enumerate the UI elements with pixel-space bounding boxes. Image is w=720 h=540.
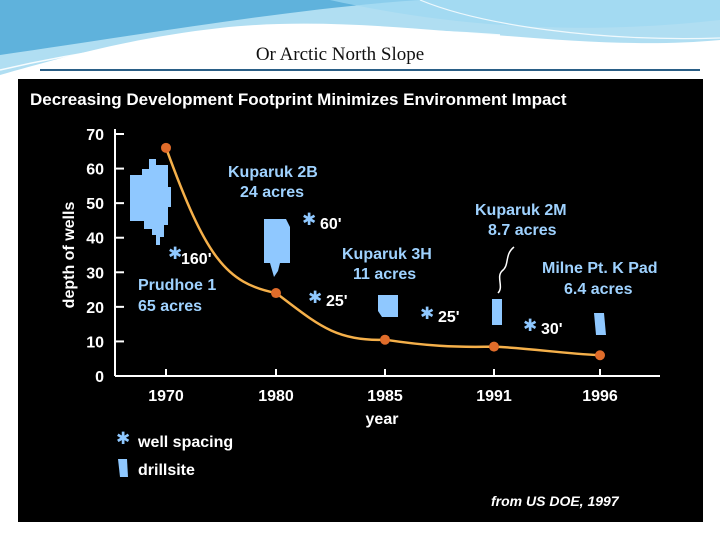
label-kuparuk-3h: Kuparuk 3H 11 acres ✱ 25' xyxy=(308,246,432,310)
kuparuk-3h-name: Kuparuk 3H xyxy=(342,246,432,263)
data-point xyxy=(271,288,281,299)
x-tick-label: 1991 xyxy=(476,388,512,405)
y-tick-group: 0 10 20 30 40 50 60 70 xyxy=(86,127,124,386)
label-prudhoe-1: ✱ 160' Prudhoe 1 65 acres xyxy=(138,244,216,315)
legend-drillsite-label: drillsite xyxy=(138,462,195,479)
x-tick-label: 1985 xyxy=(367,388,403,405)
title-divider xyxy=(40,69,700,71)
drillsite-milne-pt-shape xyxy=(594,313,606,335)
kuparuk-2m-area: 8.7 acres xyxy=(488,222,557,239)
well-spacing-star-icon: ✱ xyxy=(420,304,434,324)
x-axis-label: year xyxy=(366,411,399,428)
legend-well-spacing-label: well spacing xyxy=(137,434,233,451)
data-point-group xyxy=(161,142,605,361)
y-tick-label: 0 xyxy=(95,369,104,386)
kuparuk-3h-area: 11 acres xyxy=(353,266,416,283)
y-tick-label: 60 xyxy=(86,162,104,179)
legend-well-spacing-star-icon: ✱ xyxy=(116,429,130,449)
kuparuk-3h-spacing: 25' xyxy=(326,293,348,310)
data-point xyxy=(489,341,499,352)
y-tick-label: 70 xyxy=(86,127,104,144)
depth-vs-year-chart: Decreasing Development Footprint Minimiz… xyxy=(30,90,660,509)
x-tick-label: 1996 xyxy=(582,388,618,405)
prudhoe-1-name: Prudhoe 1 xyxy=(138,277,216,294)
well-spacing-star-icon: ✱ xyxy=(302,210,316,230)
kuparuk-2b-area: 24 acres xyxy=(240,184,304,201)
drillsite-kuparuk-2b-shape xyxy=(264,219,290,277)
milne-pt-spacing: 30' xyxy=(541,321,563,338)
well-spacing-star-icon: ✱ xyxy=(308,288,322,308)
data-point xyxy=(161,142,171,153)
y-tick-label: 40 xyxy=(86,231,104,248)
drillsite-kuparuk-3h-shape xyxy=(378,295,398,317)
y-tick-label: 50 xyxy=(86,196,104,213)
prudhoe-1-spacing: 160' xyxy=(181,251,212,268)
chart-panel: Decreasing Development Footprint Minimiz… xyxy=(18,79,703,522)
drillsite-kuparuk-2m-shape xyxy=(492,299,502,325)
x-tick-label: 1980 xyxy=(258,388,294,405)
y-tick-label: 30 xyxy=(86,265,104,282)
chart-title: Decreasing Development Footprint Minimiz… xyxy=(30,90,567,109)
kuparuk-2b-spacing: 60' xyxy=(320,216,342,233)
legend-drillsite-icon xyxy=(118,459,128,477)
x-tick-label: 1970 xyxy=(148,388,184,405)
y-tick-label: 10 xyxy=(86,334,104,351)
slide-title: Or Arctic North Slope xyxy=(255,44,425,65)
well-spacing-star-icon: ✱ xyxy=(168,244,182,264)
kuparuk-2b-name: Kuparuk 2B xyxy=(228,164,318,181)
milne-pt-area: 6.4 acres xyxy=(564,281,633,298)
label-milne-pt: Milne Pt. K Pad 6.4 acres ✱ 30' xyxy=(523,260,658,338)
depth-trend-curve xyxy=(164,147,601,357)
kuparuk-2m-name: Kuparuk 2M xyxy=(475,202,567,219)
y-axis-label: depth of wells xyxy=(61,202,78,309)
prudhoe-1-area: 65 acres xyxy=(138,298,202,315)
kuparuk-2m-spacing: 25' xyxy=(438,309,460,326)
data-point xyxy=(380,334,390,345)
kuparuk-2m-pointer xyxy=(497,246,515,294)
header-swoosh-decoration xyxy=(0,0,720,75)
milne-pt-name: Milne Pt. K Pad xyxy=(542,260,658,277)
x-tick-group: 1970 1980 1985 1991 1996 xyxy=(148,369,618,405)
well-spacing-star-icon: ✱ xyxy=(523,316,537,336)
label-kuparuk-2m: Kuparuk 2M 8.7 acres ✱ 25' xyxy=(420,202,567,326)
data-point xyxy=(595,350,605,361)
source-credit: from US DOE, 1997 xyxy=(491,493,620,509)
y-tick-label: 20 xyxy=(86,300,104,317)
label-kuparuk-2b: Kuparuk 2B 24 acres ✱ 60' xyxy=(228,164,342,233)
legend: ✱ well spacing drillsite xyxy=(116,429,233,479)
drillsite-prudhoe-1-shape xyxy=(130,159,171,245)
